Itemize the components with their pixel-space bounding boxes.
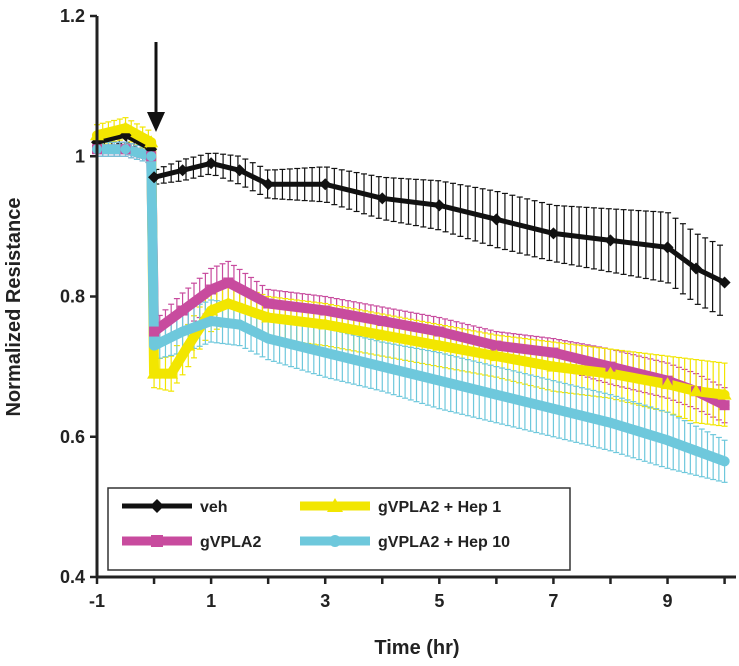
x-tick-label: 9 — [663, 591, 673, 611]
data-point — [176, 164, 189, 177]
data-point — [690, 262, 703, 275]
data-point — [148, 171, 161, 184]
data-point — [320, 347, 331, 358]
data-point — [605, 417, 616, 428]
y-tick-label: 1 — [75, 146, 85, 166]
data-point — [181, 338, 196, 351]
data-point — [221, 296, 236, 309]
markers-veh — [91, 129, 731, 289]
arrow-head — [147, 112, 165, 132]
data-point — [263, 298, 274, 309]
legend-marker-hep10 — [329, 535, 341, 547]
data-point — [491, 340, 502, 351]
error-bars-veh — [94, 128, 724, 316]
data-point — [263, 333, 274, 344]
x-tick-label: 7 — [548, 591, 558, 611]
data-point — [206, 316, 217, 327]
data-point — [376, 192, 389, 205]
data-point — [164, 366, 179, 379]
x-tick-label: 1 — [206, 591, 216, 611]
data-point — [377, 361, 388, 372]
legend-marker-gvpla2 — [151, 535, 163, 547]
data-point — [717, 387, 732, 400]
treatment-arrow — [147, 42, 165, 132]
data-point — [434, 375, 445, 386]
markers-gvpla2-hep-10 — [92, 144, 730, 467]
data-point — [548, 347, 559, 358]
data-point — [118, 121, 133, 134]
data-point — [719, 456, 730, 467]
data-point — [719, 400, 730, 411]
y-tick-label: 1.2 — [60, 6, 85, 26]
data-point — [177, 326, 188, 337]
data-point — [120, 144, 131, 155]
x-axis-title: Time (hr) — [374, 637, 459, 659]
x-tick-label: 5 — [434, 591, 444, 611]
markers-gvpla2-hep-1 — [90, 121, 732, 400]
legend-label-veh: veh — [200, 499, 228, 516]
data-point — [691, 445, 702, 456]
legend-label-gvpla2: gVPLA2 — [200, 534, 261, 551]
data-point — [234, 319, 245, 330]
data-point — [377, 316, 388, 327]
data-point — [149, 340, 160, 351]
data-point — [261, 310, 276, 323]
data-point — [177, 305, 188, 316]
legend: veh gVPLA2 gVPLA2 + Hep 1 gVPLA2 + Hep 1… — [107, 487, 571, 571]
data-point — [660, 377, 675, 390]
data-point — [433, 199, 446, 212]
y-tick-label: 0.4 — [60, 567, 85, 587]
data-point — [149, 326, 160, 337]
data-point — [548, 403, 559, 414]
data-point — [662, 435, 673, 446]
data-point — [318, 317, 333, 330]
legend-entry-hep1: gVPLA2 + Hep 1 — [300, 498, 501, 516]
data-point — [546, 359, 561, 372]
data-point — [147, 366, 162, 379]
data-point — [144, 135, 159, 148]
legend-entry-gvpla2: gVPLA2 — [122, 534, 261, 551]
data-point — [262, 178, 275, 191]
data-point — [432, 338, 447, 351]
legend-label-hep1: gVPLA2 + Hep 1 — [378, 499, 501, 516]
y-ticks: 0.4 0.6 0.8 1 1.2 — [60, 6, 97, 587]
data-point — [206, 284, 217, 295]
y-tick-label: 0.8 — [60, 287, 85, 307]
data-point — [604, 234, 617, 247]
data-point — [603, 366, 618, 379]
data-point — [146, 151, 157, 162]
x-ticks: -1 1 3 5 7 9 — [89, 577, 726, 611]
data-point — [491, 389, 502, 400]
data-point — [204, 303, 219, 316]
x-tick-label: 3 — [320, 591, 330, 611]
data-point — [661, 241, 674, 254]
x-tick-label: -1 — [89, 591, 105, 611]
data-point — [489, 349, 504, 362]
legend-entry-hep10: gVPLA2 + Hep 10 — [300, 534, 510, 551]
data-point — [319, 178, 332, 191]
y-tick-label: 0.6 — [60, 427, 85, 447]
data-point — [223, 277, 234, 288]
legend-marker-hep1 — [327, 498, 343, 512]
legend-marker-veh — [150, 499, 164, 513]
data-point — [490, 213, 503, 226]
data-point — [375, 328, 390, 341]
data-point — [547, 227, 560, 240]
legend-label-hep10: gVPLA2 + Hep 10 — [378, 534, 510, 551]
data-point — [718, 276, 731, 289]
data-point — [320, 305, 331, 316]
data-point — [605, 361, 616, 372]
y-axis-title: Normalized Resistance — [3, 198, 25, 417]
data-point — [233, 164, 246, 177]
data-point — [205, 157, 218, 170]
legend-entry-veh: veh — [122, 499, 228, 516]
data-point — [689, 384, 704, 397]
data-point — [434, 326, 445, 337]
